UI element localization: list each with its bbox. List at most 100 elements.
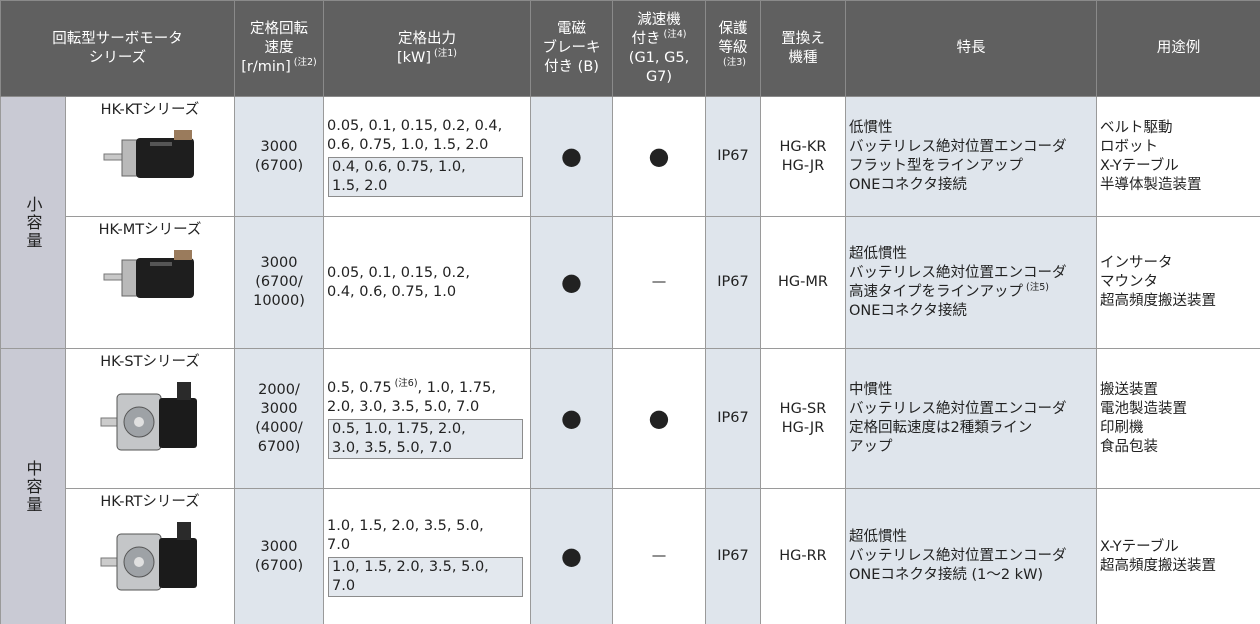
text-segment: [r/min]	[241, 59, 291, 75]
header-cell: 定格回転 速度 [r/min] (注2)	[234, 0, 324, 97]
text-line: (6700)	[254, 157, 304, 174]
text-line: マウンタ	[1100, 274, 1158, 290]
text-line: 超高頻度搬送装置	[1100, 557, 1216, 574]
output-box: 0.5, 1.0, 1.75, 2.0, 3.0, 3.5, 5.0, 7.0	[328, 418, 523, 459]
text-line: 低慣性	[849, 119, 893, 136]
text-line: X-Yテーブル	[1100, 538, 1179, 555]
motor-image	[100, 382, 197, 451]
header-cell: 電磁 ブレーキ 付き (B)	[530, 0, 613, 97]
table-row: 中容量 HK-STシリーズ 2000/3000 (4000/6700) 0.5, 0.7…	[0, 348, 1260, 624]
brake-cell: ●	[530, 348, 613, 489]
text-line: 置換え	[781, 30, 825, 47]
text-line: 電池製造装置	[1100, 400, 1187, 417]
text-segment: [kW]	[396, 49, 432, 66]
category-cell: 小容量	[0, 96, 66, 349]
text-line: 1.0, 1.5, 2.0, 3.5, 5.0,	[332, 558, 489, 575]
text-line: 3000	[260, 400, 298, 417]
motor-part	[159, 398, 197, 448]
motor-part	[121, 139, 139, 177]
text-line: 1.5, 2.0	[332, 177, 388, 194]
motor-image	[100, 522, 197, 591]
text-segment: 0.5, 0.75	[327, 379, 392, 396]
text-line: (6700)	[254, 557, 304, 574]
output-cell: 0.5, 0.75 (注6), 1.0, 1.75, 2.0, 3.0, 3.5, …	[323, 348, 531, 489]
note-mark: (注3)	[723, 57, 746, 69]
header-row: 回転型サーボモータ シリーズ 定格回転 速度 [r/min] (注2) 定格出力 [kW] (注…	[0, 0, 1260, 97]
features-cell: 中慣性 バッテリレス絶対位置エンコーダ 定格回転速度は2種類ライン アップ	[845, 348, 1097, 489]
speed-cell: 3000 (6700)	[234, 96, 324, 217]
reducer-cell: —	[612, 216, 706, 349]
text-line: (G1, G5, G7)	[628, 49, 690, 85]
text-line: (4000/	[255, 419, 303, 436]
series-name: HK-RTシリーズ	[100, 494, 200, 510]
header-cell: 定格出力 [kW] (注1)	[323, 0, 531, 97]
text-line: [kW] (注1)	[327, 48, 527, 68]
text-line: (注3)	[709, 58, 757, 77]
text-line: 定格回転速度は2種類ライン	[849, 419, 1033, 436]
motor-part	[177, 382, 191, 400]
text-line: 2000/	[258, 381, 300, 398]
motor-part	[159, 538, 197, 588]
text-line: HG-SR	[779, 400, 827, 417]
text-line: 搬送装置	[1100, 381, 1158, 398]
output-box: 1.0, 1.5, 2.0, 3.5, 5.0, 7.0	[328, 556, 523, 597]
text-segment: 高速タイプをラインアップ	[849, 283, 1023, 300]
uses-cell: X-Yテーブル超高頻度搬送装置	[1096, 488, 1260, 624]
text-line: 回転型サーボモータ	[52, 30, 183, 47]
text-line: 付き (B)	[544, 59, 599, 75]
text-line: (6700/	[255, 274, 303, 290]
text-line: HG-MR	[778, 274, 828, 290]
text-line: 7.0	[332, 577, 356, 594]
note-mark: (注4)	[663, 28, 687, 40]
output-cell: 0.05, 0.1, 0.15, 0.2, 0.4, 0.6, 0.75, 1.0	[323, 216, 531, 349]
series-cell: HK-MTシリーズ	[65, 216, 235, 349]
text-line: インサータ	[1100, 255, 1173, 271]
text-line: HG-RR	[779, 548, 827, 564]
header-cell: 減速機 付き (注4) (G1, G5, G7)	[612, 0, 706, 97]
protection-cell: IP67	[705, 488, 761, 624]
text-line: [r/min] (注2)	[238, 58, 320, 77]
text-line: 0.6, 0.75, 1.0, 1.5, 2.0	[327, 136, 489, 153]
note-mark: (注2)	[293, 57, 317, 69]
category-label: 小容量	[23, 195, 43, 250]
series-name: HK-MTシリーズ	[98, 222, 202, 238]
text-line: ブレーキ	[542, 40, 601, 56]
text-line: フラット型をラインアップ	[849, 157, 1023, 174]
text-line: 用途例	[1156, 40, 1201, 56]
uses-cell: 搬送装置 電池製造装置 印刷機 食品包装	[1096, 348, 1260, 489]
output-box: 0.4, 0.6, 0.75, 1.0, 1.5, 2.0	[328, 156, 523, 197]
text-line: 特長	[956, 40, 986, 56]
text-line: ONEコネクタ接続 (1〜2 kW)	[849, 567, 1044, 583]
category-cell: 中容量	[0, 348, 66, 624]
reducer-cell: —	[612, 488, 706, 624]
speed-cell: 3000 (6700)	[234, 488, 324, 624]
text-line: 6700)	[257, 438, 301, 455]
motor-image	[103, 130, 194, 178]
text-line: 高速タイプをラインアップ (注5)	[849, 282, 1093, 302]
protection-cell: IP67	[705, 348, 761, 489]
text-line: 食品包装	[1100, 438, 1158, 455]
text-line: 速度	[264, 40, 294, 56]
text-line: 10000)	[253, 293, 305, 309]
header-cell: 置換え 機種	[760, 0, 846, 97]
speed-cell: 2000/3000 (4000/6700)	[234, 348, 324, 489]
text-line: 2.0, 3.0, 3.5, 5.0, 7.0	[327, 398, 480, 415]
header-cell: 特長	[845, 0, 1097, 97]
motor-part	[121, 259, 139, 297]
motor-part	[177, 522, 191, 540]
text-line: 定格出力	[398, 30, 456, 47]
protection-cell: IP67	[705, 216, 761, 349]
text-line: 0.05, 0.1, 0.15, 0.2, 0.4,	[327, 117, 503, 134]
motor-part	[150, 142, 172, 146]
text-line: 超低慣性	[849, 245, 907, 262]
motor-part	[174, 250, 192, 260]
text-line: ONEコネクタ接続	[849, 176, 967, 193]
text-line: HG-KR	[779, 138, 827, 155]
series-name: HK-STシリーズ	[100, 354, 200, 370]
header-cell: 用途例	[1096, 0, 1260, 97]
text-line: 7.0	[327, 536, 351, 553]
series-cell: HK-KTシリーズ	[65, 96, 235, 217]
text-line: 0.05, 0.1, 0.15, 0.2,	[327, 264, 470, 281]
text-segment: , 1.0, 1.75,	[417, 379, 496, 396]
